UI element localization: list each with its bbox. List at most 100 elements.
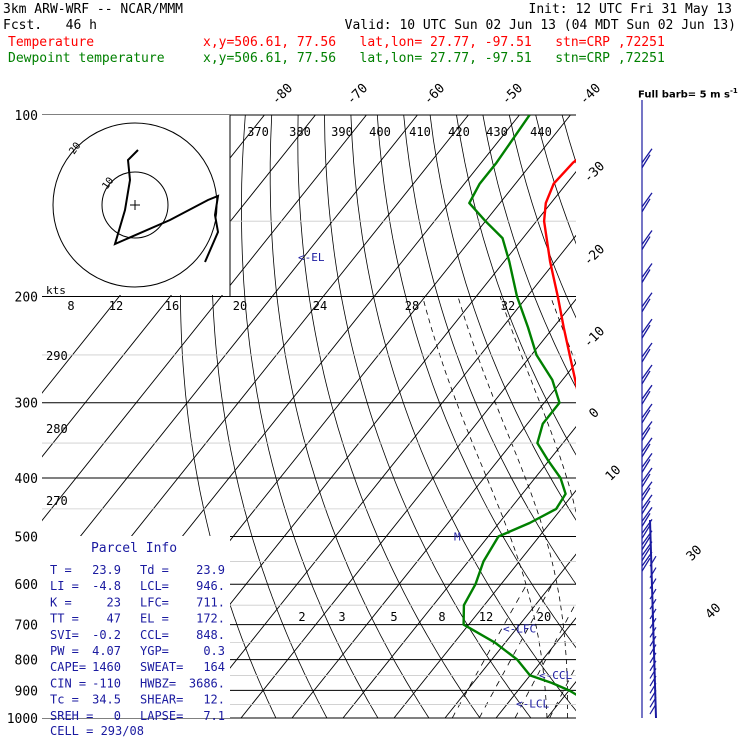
- parcel-info-key: K =: [50, 595, 72, 609]
- wind-barb: [641, 154, 651, 169]
- axis-labels: -80 -70 -60 -50 -40 -30 -20 -10 0 10 30 40 370 380 390…: [46, 81, 724, 624]
- wind-barb: [641, 318, 653, 334]
- theta-e-tick-label: 440: [530, 125, 552, 139]
- model-title: 3km ARW-WRF -- NCAR/MMM: [3, 2, 184, 17]
- parcel-info-key: LFC=: [140, 595, 169, 609]
- mixing-ratio-line: [478, 584, 553, 718]
- parcel-info-value: 23.9: [196, 563, 225, 577]
- pressure-tick-label: 400: [15, 472, 38, 487]
- wind-barb: [641, 370, 651, 385]
- speed-scale-label: 20: [233, 299, 247, 313]
- valid-time: Valid: 10 UTC Sun 02 Jun 13 (04 MDT Sun …: [344, 18, 736, 33]
- parcel-info-value: 164: [203, 660, 225, 674]
- dry-adiabat-line: [615, 115, 740, 718]
- isotherm-tick-label: -10: [581, 324, 608, 351]
- isotherm-line: [42, 115, 367, 522]
- isotherm-tick-label: -30: [581, 159, 608, 186]
- mixing-ratio-tick-label: 20: [537, 610, 551, 624]
- wind-barb: [641, 443, 651, 458]
- wind-barb: [641, 500, 651, 515]
- parcel-info-value: 4.07: [92, 644, 121, 658]
- isotherm-tick-label: -40: [577, 81, 604, 108]
- wind-barbs: [641, 100, 657, 719]
- forecast-hour: Fcst. 46 h: [3, 18, 97, 33]
- isotherm-tick-label: 40: [703, 601, 725, 623]
- wind-barb: [641, 384, 653, 400]
- theta-e-tick-label: 370: [247, 125, 269, 139]
- wind-barb: [641, 421, 653, 436]
- theta-e-tick-label: 420: [448, 125, 470, 139]
- isotherm-line: [444, 553, 576, 718]
- isotherm-line: [42, 115, 316, 458]
- wind-barb: [649, 578, 657, 589]
- wind-barb: [641, 524, 651, 539]
- level-marker-label: <-CCL: [539, 669, 572, 682]
- parcel-info-value: 23.9: [92, 563, 121, 577]
- wind-staff-lower: [649, 519, 657, 719]
- wind-barb-key-unit: -1: [729, 87, 738, 95]
- pressure-tick-label: 900: [15, 684, 38, 699]
- theta-e-tick-label: 380: [289, 125, 311, 139]
- wind-barb: [641, 487, 651, 502]
- parcel-info-key: SVI=: [50, 628, 79, 642]
- parcel-info-key: PW =: [50, 644, 79, 658]
- mixing-ratio-tick-label: 12: [479, 610, 493, 624]
- dry-adiabat-line: [589, 115, 740, 718]
- parcel-info-value: 848.: [196, 628, 225, 642]
- parcel-info-key: CIN =: [50, 676, 86, 690]
- parcel-info-value: -4.8: [92, 579, 121, 593]
- parcel-info: Parcel Info T = 23.9 Td = 23.9 LI = -4.8 LCL= 94…: [42, 536, 230, 738]
- wind-barb: [641, 298, 651, 313]
- temperature-coords: x,y=506.61, 77.56 lat,lon= 27.77, -97.51…: [203, 35, 665, 50]
- wind-barb: [641, 467, 653, 483]
- parcel-info-cell: CELL = 293/08: [50, 724, 144, 738]
- wind-barb: [641, 348, 651, 363]
- header: 3km ARW-WRF -- NCAR/MMM Init: 12 UTC Fri…: [0, 0, 740, 70]
- parcel-info-title: Parcel Info: [91, 541, 177, 556]
- isotherm-line: [598, 115, 740, 718]
- mixing-ratio-tick-label: 3: [338, 610, 345, 624]
- dry-adiabat-line: [694, 115, 740, 718]
- mixing-ratio-tick-label: 5: [390, 610, 397, 624]
- wind-barb: [641, 507, 653, 522]
- parcel-info-value: 172.: [196, 612, 225, 626]
- mixing-ratio-tick-label: 8: [438, 610, 445, 624]
- wind-barb: [641, 481, 653, 497]
- temperature-legend: Temperature: [8, 35, 95, 50]
- isotherm-line: [42, 115, 418, 585]
- wind-barb: [641, 459, 651, 473]
- mixing-ratio-line: [514, 602, 576, 718]
- parcel-info-key: LAPSE=: [140, 709, 183, 723]
- parcel-info-key: Td =: [140, 563, 169, 577]
- mixing-ratio-line: [451, 584, 528, 718]
- level-marker-label: <-EL: [298, 251, 325, 264]
- isotherm-line: [342, 426, 576, 718]
- wind-barb: [641, 364, 653, 380]
- theta-e-tick-label: 410: [409, 125, 431, 139]
- parcel-info-value: 0.3: [203, 644, 225, 658]
- moist-adiabat-line: [457, 296, 568, 718]
- parcel-info-value: -0.2: [92, 628, 121, 642]
- theta-e-tick-label: 430: [486, 125, 508, 139]
- temperature-profile: [542, 158, 576, 390]
- parcel-info-value: 47: [107, 612, 121, 626]
- parcel-info-key: EL =: [140, 612, 169, 626]
- hodograph-trace: [113, 149, 220, 263]
- parcel-info-value: -110: [92, 676, 121, 690]
- isotherm-line: [649, 115, 740, 718]
- parcel-info-key: SWEAT=: [140, 660, 183, 674]
- isotherm-tick-label: 0: [586, 405, 602, 421]
- parcel-info-key: YGP=: [140, 644, 169, 658]
- level-markers: <-EL <-LFC <-CCL <-LCL M: [298, 251, 572, 710]
- hodograph-speed-unit: kts: [46, 284, 66, 297]
- wind-barb: [641, 437, 653, 453]
- theta-e-left-tick-label: 280: [46, 422, 68, 436]
- pressure-tick-label: 500: [15, 530, 38, 545]
- moist-adiabat-line: [610, 297, 650, 719]
- wind-barb: [641, 403, 653, 419]
- theta-e-tick-label: 390: [331, 125, 353, 139]
- dewpoint-profile: [462, 115, 576, 696]
- theta-e-left-tick-label: 270: [46, 494, 68, 508]
- wind-barb: [641, 236, 651, 250]
